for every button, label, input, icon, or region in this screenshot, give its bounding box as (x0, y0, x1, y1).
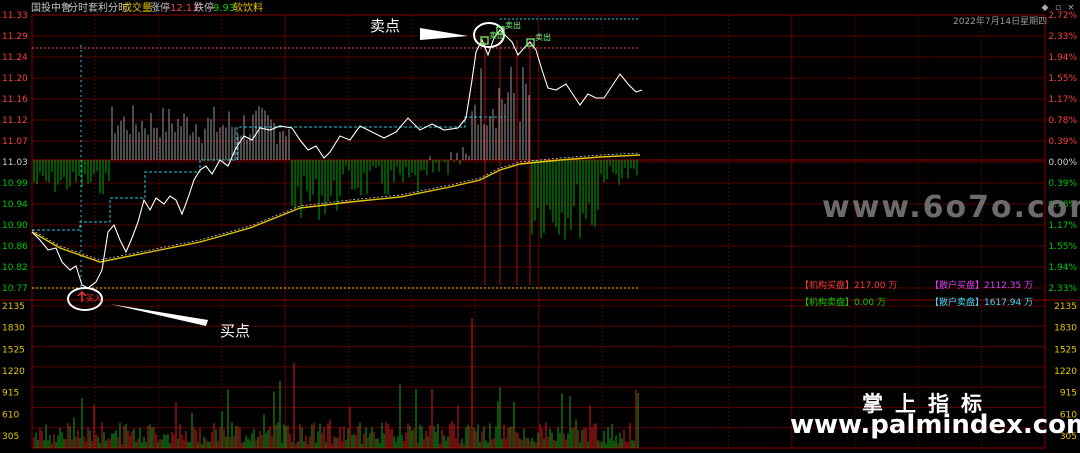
price-tick-label: 10.82 (2, 263, 28, 273)
volume-tick-label-right: 610 (1060, 410, 1077, 420)
volume-tick-label: 2135 (2, 302, 25, 312)
volume-tick-label: 1830 (2, 324, 25, 334)
percent-tick-label: 1.94% (1048, 53, 1077, 63)
price-tick-label: 11.03 (2, 158, 28, 168)
price-tick-label: 10.99 (2, 179, 28, 189)
price-tick-label: 11.24 (2, 53, 28, 63)
sell-signal-label: 卖出 (505, 20, 521, 30)
percent-tick-label: 0.39% (1048, 137, 1077, 147)
price-tick-label: 10.86 (2, 242, 28, 252)
price-tick-label: 11.33 (2, 11, 28, 21)
volume-tick-label: 610 (2, 410, 19, 420)
close-icon[interactable]: × (1067, 3, 1075, 13)
percent-tick-label: 0.78% (1048, 116, 1077, 126)
price-tick-label: 11.12 (2, 116, 28, 126)
percent-tick-label: 1.17% (1048, 95, 1077, 105)
price-tick-label: 10.77 (2, 284, 28, 294)
stock-name[interactable]: 国投中鲁 (31, 3, 71, 14)
legend-retail-buy: 【散户买盘】2112.35 万 (930, 281, 1034, 291)
watermark-6o7o: www.6o7o.com (822, 190, 1080, 225)
volume-tick-label-right: 1830 (1054, 324, 1077, 334)
date-label: 2022年7月14日星期四 (953, 17, 1048, 27)
limit-down-label: 跌停 (194, 3, 214, 14)
volume-tick-label-right: 1220 (1054, 367, 1077, 377)
price-tick-label: 10.90 (2, 221, 28, 231)
tab-arbitrage[interactable]: 套利分时 (88, 3, 128, 14)
volume-tick-label-right: 305 (1060, 432, 1077, 442)
volume-tick-label: 1525 (2, 345, 25, 355)
buy-point-arrow-icon (110, 304, 208, 326)
sell-signal-circle[interactable] (473, 22, 505, 48)
percent-tick-label: 2.33% (1048, 284, 1077, 294)
settings-icon[interactable]: ◆ (1041, 3, 1049, 13)
volume-tick-label: 915 (2, 389, 19, 399)
price-tick-label: 10.94 (2, 200, 28, 210)
percent-tick-label: 1.94% (1048, 263, 1077, 273)
sell-arrow-icon (420, 28, 468, 40)
volume-tick-label-right: 915 (1060, 389, 1077, 399)
sell-marker-icon (526, 38, 535, 47)
limit-down-value: 9.93 (213, 3, 236, 14)
price-line (31, 29, 643, 289)
percent-tick-label: 1.17% (1048, 221, 1077, 231)
sell-marker-icon (496, 26, 505, 35)
chart-header: 国投中鲁 分时 套利分时 成交量 涨停 12.13 跌停 9.93 软饮料 (0, 0, 1080, 18)
legend-inst-sell: 【机构卖盘】0.00 万 (800, 298, 886, 308)
restore-icon[interactable]: ▫ (1054, 3, 1062, 13)
legend-retail-sell: 【散户卖盘】1617.94 万 (930, 298, 1034, 308)
volume-tick-label: 305 (2, 432, 19, 442)
volume-tick-label: 1220 (2, 367, 25, 377)
price-tick-label: 11.16 (2, 95, 28, 105)
average-price-line-2 (31, 152, 641, 261)
sell-signal-label: 卖出 (489, 30, 505, 40)
legend-inst-buy: 【机构买盘】217.00 万 (800, 281, 898, 291)
buy-signal-label: 买入 (86, 294, 102, 303)
price-tick-label: 11.20 (2, 74, 28, 84)
volume-tick-label-right: 1525 (1054, 345, 1077, 355)
limit-up-value: 12.13 (170, 3, 199, 14)
volume-tick-label-right: 2135 (1054, 302, 1077, 312)
percent-tick-label: 0.78% (1048, 200, 1077, 210)
average-price-line (31, 154, 641, 263)
limit-up-label: 涨停 (150, 3, 170, 14)
tab-intraday[interactable]: 分时 (68, 3, 88, 14)
percent-tick-label: 1.55% (1048, 74, 1077, 84)
buy-signal-circle[interactable] (67, 287, 103, 311)
percent-tick-label: 0.39% (1048, 179, 1077, 189)
price-tick-label: 11.07 (2, 137, 28, 147)
sell-marker-icon (480, 36, 489, 45)
buy-arrow-icon (77, 290, 87, 302)
price-tick-label: 11.29 (2, 32, 28, 42)
sell-signal-label: 卖出 (535, 32, 551, 42)
watermark-brand: 掌上指标 (862, 392, 994, 416)
buy-point-annotation: 买点 (220, 322, 251, 340)
sector-label[interactable]: 软饮料 (233, 3, 263, 14)
percent-tick-label: 2.72% (1048, 11, 1077, 21)
sell-point-annotation: 卖点 (370, 17, 401, 35)
percent-tick-label: 0.00% (1048, 158, 1077, 168)
volume-label: 成交量 (122, 3, 152, 14)
percent-tick-label: 2.33% (1048, 32, 1077, 42)
percent-tick-label: 1.55% (1048, 242, 1077, 252)
watermark-palmindex: www.palmindex.com (790, 410, 1080, 440)
